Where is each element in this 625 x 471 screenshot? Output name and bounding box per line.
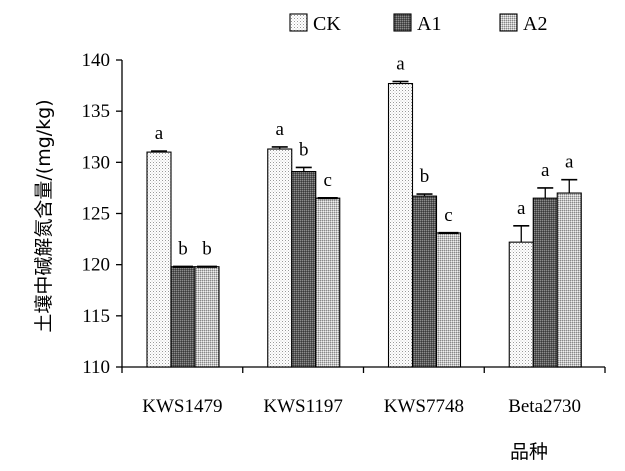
x-axis: KWS1479 KWS1197 KWS7748 Beta2730	[121, 366, 606, 417]
significance-label: a	[565, 152, 574, 173]
y-axis: 110 115 120 125 130 135 140	[82, 50, 123, 378]
x-tick-label: KWS7748	[384, 396, 464, 417]
significance-label: b	[299, 139, 309, 160]
bar-a1-kws7748	[411, 195, 438, 368]
bar-ck-kws1197	[267, 148, 293, 368]
y-tick-label: 120	[82, 255, 111, 276]
bar-a2-kws1197	[315, 197, 341, 368]
y-tick-label: 110	[82, 357, 110, 378]
x-tick-label: Beta2730	[508, 396, 581, 417]
y-axis-title: 土壤中碱解氮含量/(mg/kg)	[33, 99, 55, 332]
bar-a1-kws1479	[170, 266, 196, 368]
bar-ck-beta2730	[508, 241, 534, 368]
legend-swatch-a1	[393, 13, 412, 32]
bar-a1-kws1197	[291, 170, 317, 368]
legend-label-a2: A2	[523, 13, 547, 35]
bar-a2-beta2730	[556, 192, 582, 368]
bar-ck-kws7748	[387, 82, 414, 368]
y-tick-label: 135	[82, 101, 111, 122]
bar-a2-kws1479	[194, 266, 220, 368]
legend: CK A1 A2	[289, 13, 547, 35]
y-tick-label: 125	[82, 204, 111, 225]
legend-label-a1: A1	[417, 13, 441, 35]
significance-label: b	[420, 166, 430, 187]
legend-swatch-ck	[289, 13, 308, 32]
significance-label: a	[155, 123, 164, 144]
significance-label: a	[517, 198, 526, 219]
significance-label: a	[396, 53, 405, 74]
significance-label: a	[276, 119, 285, 140]
y-tick-label: 115	[82, 306, 110, 327]
legend-swatch-a2	[499, 13, 518, 32]
bar-a2-kws7748	[435, 232, 462, 368]
significance-label: b	[178, 239, 188, 260]
x-axis-title: 品种	[510, 441, 548, 463]
x-tick-label: KWS1197	[263, 396, 343, 417]
significance-label: b	[202, 239, 212, 260]
legend-label-ck: CK	[313, 13, 341, 35]
y-tick-label: 140	[82, 50, 111, 71]
significance-label: a	[541, 160, 550, 181]
bar-a1-beta2730	[532, 197, 558, 368]
significance-label: c	[444, 205, 452, 226]
significance-label: c	[324, 170, 332, 191]
x-tick-label: KWS1479	[142, 396, 222, 417]
y-tick-label: 130	[82, 152, 111, 173]
bar-ck-kws1479	[146, 151, 172, 368]
